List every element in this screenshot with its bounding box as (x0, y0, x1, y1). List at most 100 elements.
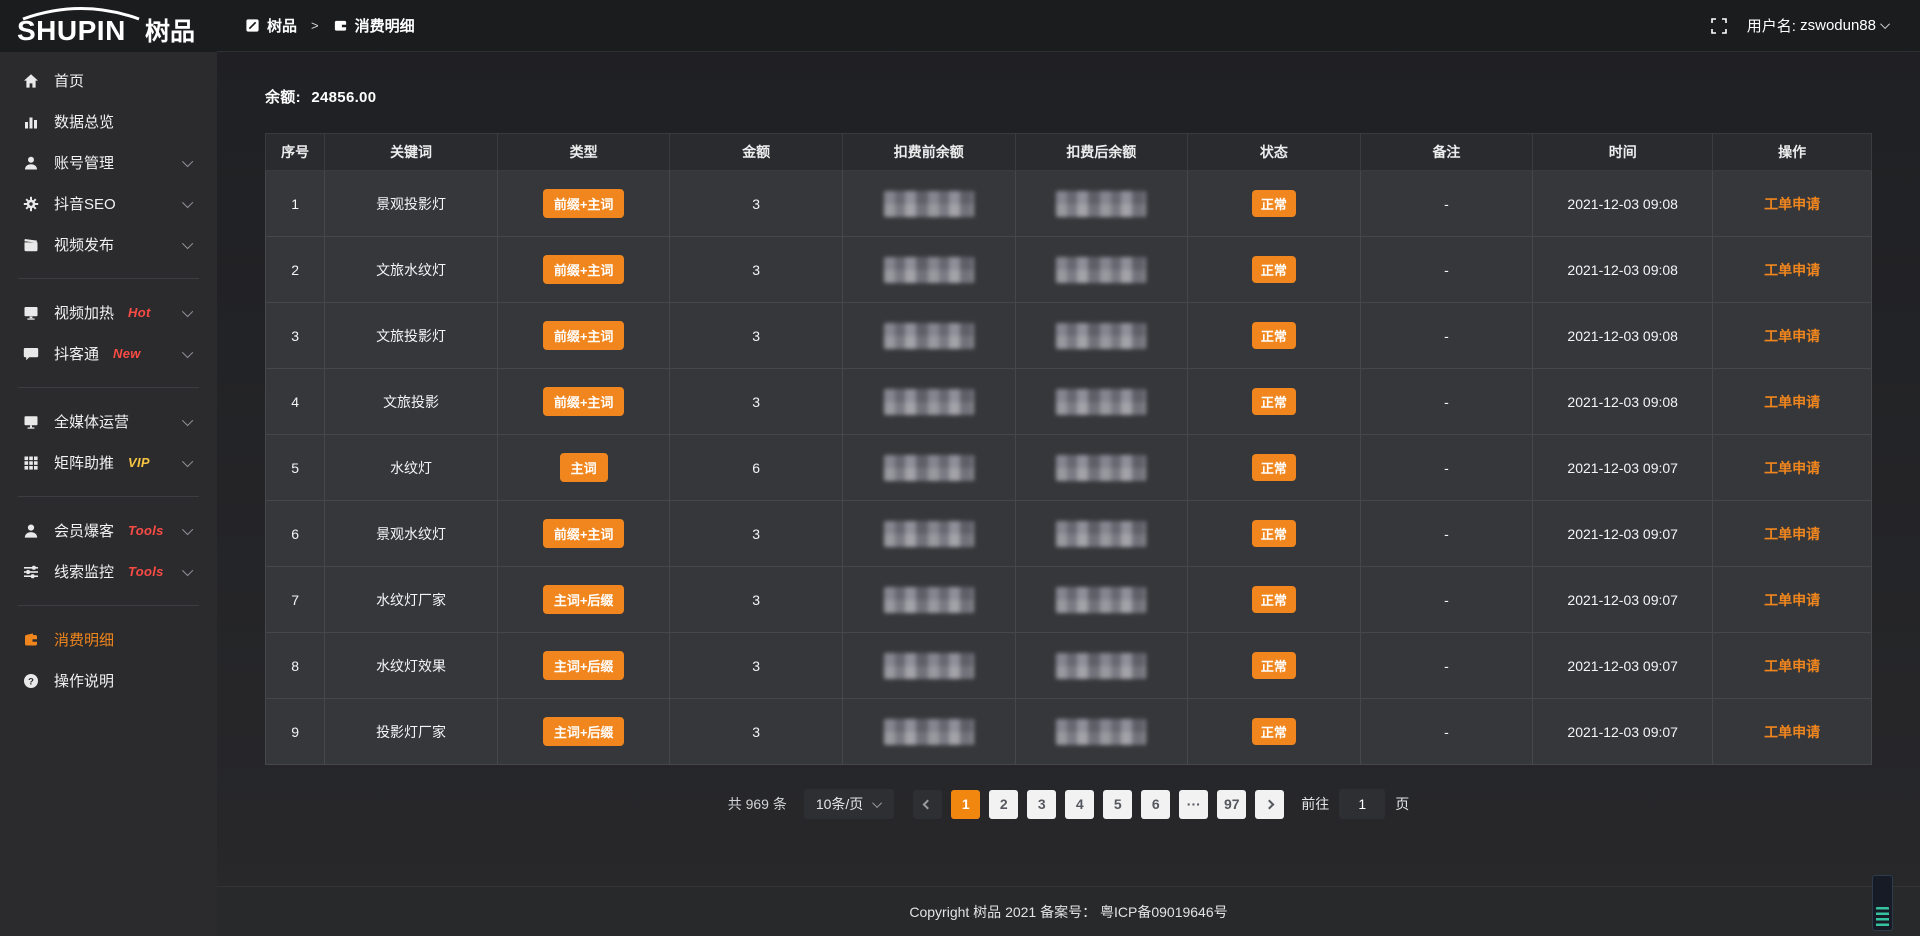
breadcrumb-root[interactable]: 树品 (267, 18, 298, 35)
cell-amount: 3 (669, 500, 843, 567)
table-row: 3 文旅投影灯 前缀+主词 3 正常 -2021-12-03 09:08 工单申请 (264, 302, 1872, 369)
table-row: 9 投影灯厂家 主词+后缀 3 正常 -2021-12-03 09:07 工单申请 (264, 698, 1872, 765)
page-ellipsis-button[interactable]: ··· (1179, 789, 1209, 819)
breadcrumb-current[interactable]: 消费明细 (354, 18, 415, 35)
sidebar-item-视频发布[interactable]: 视频发布 (0, 224, 217, 265)
page-button-5[interactable]: 5 (1103, 789, 1133, 819)
work-order-link[interactable]: 工单申请 (1764, 591, 1821, 608)
logo-text-cn: 树品 (145, 18, 195, 46)
page-size-select[interactable]: 10条/页 (803, 789, 895, 819)
work-order-link[interactable]: 工单申请 (1764, 459, 1821, 476)
cell-balance-before (841, 236, 1016, 303)
cell-index: 8 (264, 632, 326, 699)
page-button-1[interactable]: 1 (951, 789, 981, 819)
cell-type: 前缀+主词 (496, 368, 671, 435)
cell-status: 正常 (1187, 170, 1361, 237)
cell-amount: 3 (669, 302, 843, 369)
cell-index: 1 (264, 170, 326, 237)
sidebar-item-抖音SEO[interactable]: 抖音SEO (0, 183, 217, 224)
cell-status: 正常 (1187, 698, 1361, 765)
cell-balance-after (1014, 698, 1189, 765)
page-buttons: 1 2 3 4 5 6 ··· 97 (951, 789, 1247, 819)
svg-text:?: ? (28, 676, 34, 687)
chevron-down-icon (181, 237, 194, 249)
sidebar-item-线索监控[interactable]: 线索监控 Tools (0, 551, 217, 592)
sidebar-item-会员爆客[interactable]: 会员爆客 Tools (0, 510, 217, 551)
status-badge: 正常 (1251, 520, 1296, 547)
next-page-button[interactable] (1255, 789, 1285, 819)
cell-balance-before (841, 632, 1016, 699)
cell-balance-after (1014, 632, 1189, 699)
cell-keyword: 文旅水纹灯 (324, 236, 498, 303)
cell-balance-before (841, 170, 1016, 237)
goto-page-input[interactable] (1339, 789, 1386, 819)
menu-badge: Tools (128, 564, 164, 579)
page-button-6[interactable]: 6 (1141, 789, 1171, 819)
topbar: 树品 > 消费明细 用户名: zswodun88 (217, 0, 1920, 52)
masked-balance-before (883, 652, 974, 679)
sidebar-item-label: 首页 (54, 73, 85, 90)
page-button-2[interactable]: 2 (989, 789, 1019, 819)
goto-label: 前往 (1301, 796, 1330, 812)
copyright-text: Copyright 树品 2021 备案号： 粤ICP备09019646号 (909, 903, 1228, 920)
sidebar-item-矩阵助推[interactable]: 矩阵助推 VIP (0, 442, 217, 483)
cell-balance-before (841, 566, 1016, 633)
cell-status: 正常 (1187, 500, 1361, 567)
page-button-97[interactable]: 97 (1217, 789, 1247, 819)
sidebar-item-视频加热[interactable]: 视频加热 Hot (0, 292, 217, 333)
fullscreen-icon[interactable] (1710, 17, 1727, 34)
status-badge: 正常 (1251, 586, 1296, 613)
cell-remark: - (1359, 500, 1534, 567)
cell-type: 前缀+主词 (496, 302, 671, 369)
prev-page-button[interactable] (913, 789, 943, 819)
cell-keyword: 景观投影灯 (324, 170, 498, 237)
masked-balance-after (1056, 652, 1147, 679)
work-order-link[interactable]: 工单申请 (1764, 327, 1821, 344)
work-order-link[interactable]: 工单申请 (1764, 723, 1821, 740)
sidebar-item-消费明细[interactable]: 消费明细 (0, 619, 217, 660)
cell-status: 正常 (1187, 434, 1361, 501)
cell-balance-after (1014, 434, 1189, 501)
sidebar-item-账号管理[interactable]: 账号管理 (0, 142, 217, 183)
cell-action: 工单申请 (1712, 302, 1872, 369)
monitor-icon (22, 413, 39, 430)
sidebar-item-操作说明[interactable]: ? 操作说明 (0, 660, 217, 701)
brand-logo[interactable]: SHUPIN 树品 (0, 0, 217, 52)
username-label: 用户名: (1746, 18, 1796, 35)
work-order-link[interactable]: 工单申请 (1764, 393, 1821, 410)
cell-type: 前缀+主词 (496, 170, 671, 237)
page-button-4[interactable]: 4 (1065, 789, 1095, 819)
sidebar-item-label: 会员爆客 (54, 523, 115, 540)
masked-balance-after (1056, 322, 1147, 349)
status-badge: 正常 (1251, 388, 1296, 415)
cell-time: 2021-12-03 09:07 (1532, 434, 1714, 501)
cell-keyword: 投影灯厂家 (324, 698, 498, 765)
floating-widget[interactable] (1872, 875, 1893, 931)
work-order-link[interactable]: 工单申请 (1764, 195, 1821, 212)
cell-balance-before (841, 368, 1016, 435)
masked-balance-before (883, 454, 974, 481)
cell-action: 工单申请 (1712, 434, 1872, 501)
user-menu[interactable]: 用户名: zswodun88 (1746, 15, 1891, 36)
page-size-value: 10条/页 (815, 796, 864, 812)
page-button-3[interactable]: 3 (1027, 789, 1057, 819)
sidebar-item-首页[interactable]: 首页 (0, 60, 217, 101)
grid-icon (22, 454, 39, 471)
cell-remark: - (1359, 236, 1534, 303)
masked-balance-after (1056, 190, 1147, 217)
balance-label: 余额: (265, 89, 301, 106)
sidebar-item-全媒体运营[interactable]: 全媒体运营 (0, 401, 217, 442)
cell-time: 2021-12-03 09:08 (1532, 170, 1714, 237)
cell-type: 前缀+主词 (496, 500, 671, 567)
work-order-link[interactable]: 工单申请 (1764, 261, 1821, 278)
screen-icon (22, 304, 39, 321)
cell-status: 正常 (1187, 632, 1361, 699)
work-order-link[interactable]: 工单申请 (1764, 525, 1821, 542)
sidebar-item-数据总览[interactable]: 数据总览 (0, 101, 217, 142)
cell-keyword: 水纹灯 (324, 434, 498, 501)
sidebar-item-抖客通[interactable]: 抖客通 New (0, 333, 217, 374)
sidebar-divider (18, 605, 199, 606)
logo-text-en: SHUPIN (17, 15, 126, 46)
work-order-link[interactable]: 工单申请 (1764, 657, 1821, 674)
